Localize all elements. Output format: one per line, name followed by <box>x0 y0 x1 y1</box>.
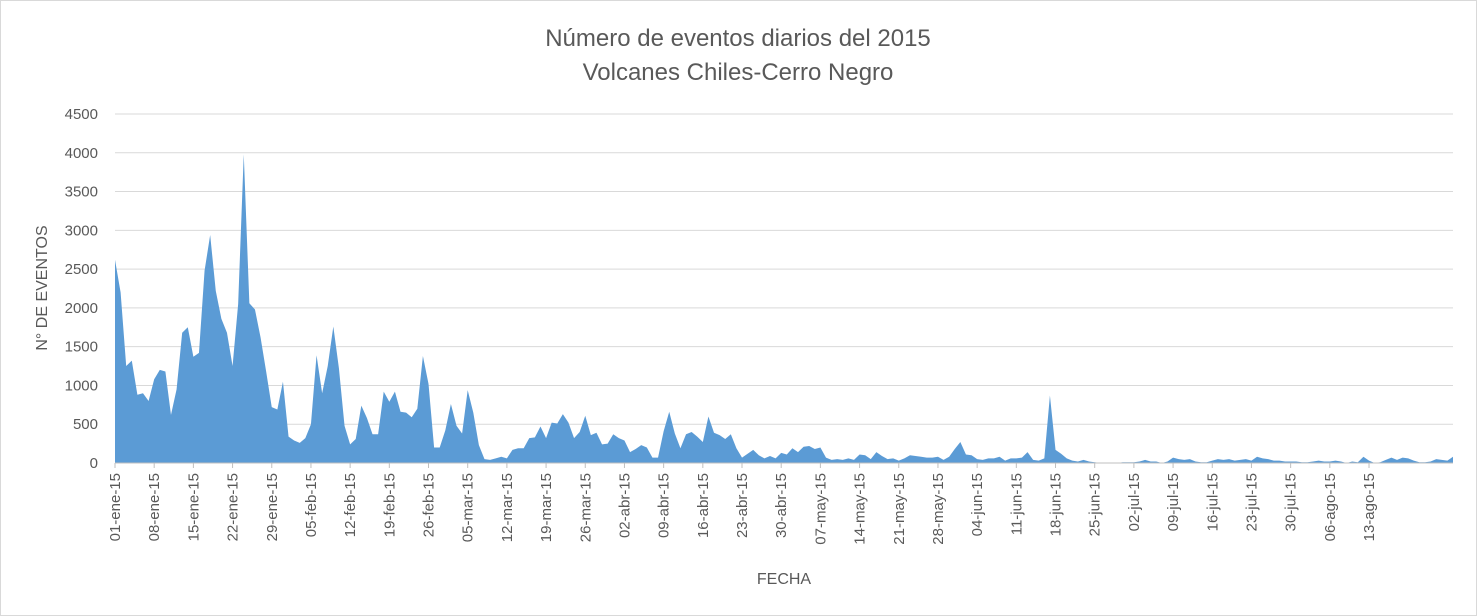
y-tick-label: 500 <box>73 416 98 433</box>
y-axis-ticks: 0 500 1000 1500 2000 2500 3000 3500 4000 4500 <box>65 106 98 472</box>
x-tick-label: 02-abr-15 <box>616 473 633 538</box>
x-tick-label: 19-mar-15 <box>538 473 555 542</box>
x-tick-label: 15-ene-15 <box>185 473 202 541</box>
x-tick-label: 22-ene-15 <box>225 473 242 541</box>
x-tick-label: 19-feb-15 <box>381 473 398 537</box>
x-tick-label: 21-may-15 <box>891 473 908 545</box>
x-tick-label: 29-ene-15 <box>264 473 281 541</box>
x-tick-label: 16-abr-15 <box>695 473 712 538</box>
x-tick-label: 28-may-15 <box>930 473 947 545</box>
y-axis-title: N° DE EVENTOS <box>34 225 51 350</box>
y-tick-label: 1500 <box>65 339 98 356</box>
x-tick-label: 08-ene-15 <box>146 473 163 541</box>
x-tick-label: 13-ago-15 <box>1361 473 1378 541</box>
x-tick-label: 12-feb-15 <box>342 473 359 537</box>
y-tick-label: 2500 <box>65 261 98 278</box>
x-axis-title: FECHA <box>757 571 812 588</box>
x-tick-label: 23-abr-15 <box>734 473 751 538</box>
area-series <box>115 154 1453 463</box>
y-tick-label: 3000 <box>65 222 98 239</box>
x-tick-label: 09-abr-15 <box>656 473 673 538</box>
y-tick-label: 4000 <box>65 145 98 162</box>
x-tick-label: 12-mar-15 <box>499 473 516 542</box>
x-tick-label: 01-ene-15 <box>107 473 124 541</box>
y-tick-label: 4500 <box>65 106 98 123</box>
x-tick-label: 14-may-15 <box>852 473 869 545</box>
y-tick-label: 1000 <box>65 377 98 394</box>
x-tick-label: 04-jun-15 <box>969 473 986 536</box>
y-tick-label: 3500 <box>65 184 98 201</box>
x-tick-label: 02-jul-15 <box>1126 473 1143 531</box>
x-tick-label: 11-jun-15 <box>1008 473 1025 535</box>
x-tick-label: 05-mar-15 <box>460 473 477 542</box>
x-tick-label: 30-abr-15 <box>773 473 790 538</box>
x-tick-label: 25-jun-15 <box>1087 473 1104 536</box>
y-tick-label: 0 <box>90 455 98 472</box>
y-tick-label: 2000 <box>65 300 98 317</box>
chart-subtitle: Volcanes Chiles-Cerro Negro <box>583 59 894 86</box>
x-tick-label: 26-mar-15 <box>577 473 594 542</box>
x-tick-label: 16-jul-15 <box>1204 473 1221 531</box>
x-tick-label: 23-jul-15 <box>1243 473 1260 531</box>
x-tick-label: 18-jun-15 <box>1048 473 1065 536</box>
chart-title: Número de eventos diarios del 2015 <box>545 25 931 52</box>
x-tick-label: 26-feb-15 <box>421 473 438 537</box>
x-tick-label: 30-jul-15 <box>1283 473 1300 531</box>
x-tick-label: 07-may-15 <box>812 473 829 545</box>
x-tick-label: 05-feb-15 <box>303 473 320 537</box>
x-axis-ticks: 01-ene-15 08-ene-15 15-ene-15 22-ene-15 29-e… <box>107 463 1378 545</box>
x-tick-label: 09-jul-15 <box>1165 473 1182 531</box>
x-tick-label: 06-ago-15 <box>1322 473 1339 541</box>
